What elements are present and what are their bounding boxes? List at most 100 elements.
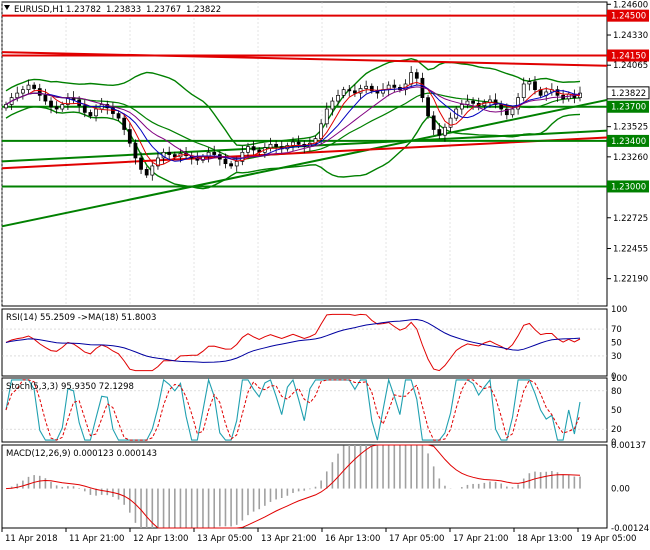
candle-body [443,126,447,136]
candle-body [426,97,430,117]
candle-body [330,100,335,110]
candle-body [274,143,279,147]
candle-body [167,151,172,155]
time-tick-label: 18 Apr 13:00 [517,534,572,544]
candle-body [127,129,132,144]
candle-body [4,104,8,109]
candle-body [465,100,470,105]
candle-body [319,123,324,139]
rsi-panel[interactable]: 100 70 50 30 0 RSI(14) 55.2509 ->MA(18) 51.8… [1,305,627,382]
rsi-tick-label: 50 [611,339,622,349]
candle-body [60,104,65,110]
candle-body [15,92,20,98]
stochastic-panel[interactable]: 100 80 50 20 0 Stoch(5,3,3) 95.9350 72.1298 [1,374,627,448]
candle-body [364,85,369,89]
macd-signal-line [5,444,581,529]
candle-body [499,104,504,110]
price-tick-label: 1.22190 [613,275,648,285]
candle-body [353,90,357,94]
stochastic-panel-frame [1,377,608,443]
ma-medium [5,84,581,162]
rsi-tick-label: 0 [611,372,616,382]
chart-header-open: 1.23782 [66,5,101,15]
candle-body [369,85,374,92]
level-label: 1.23400 [611,137,646,147]
candle-body [521,83,526,98]
candle-body [94,108,98,117]
macd-title: MACD(12,26,9) 0.000123 0.000143 [6,449,157,459]
rsi-tick-label: 70 [611,325,622,335]
rsi-ma-line [5,318,581,363]
dropdown-arrow-icon[interactable] [4,5,10,10]
candle-body [459,104,464,110]
time-tick-label: 19 Apr 05:00 [581,534,636,544]
price-tick-label: 1.22725 [613,214,648,224]
stoch-signal-line [5,379,581,441]
candle-body [437,129,442,136]
trendline-support [1,98,608,228]
chart-header-high: 1.23833 [106,5,141,15]
candle-body [414,72,419,79]
candle-body [324,108,329,125]
level-label: 1.23700 [611,103,646,113]
time-tick-label: 16 Apr 13:00 [325,534,380,544]
stochastic-axis: 100 80 50 20 0 [611,374,627,448]
level-label-bg [607,134,649,147]
candle-body [150,165,155,176]
candle-body [347,89,352,92]
price-tick-label: 1.24600 [613,0,648,10]
candle-body [341,89,346,96]
candle-body [172,154,177,158]
candle-body [156,157,160,167]
candle-body [212,151,217,155]
time-tick-label: 11 Apr 21:00 [69,534,124,544]
candle-body [471,100,475,104]
trendline-resistance [1,51,608,67]
stoch-main-line [5,377,581,441]
ma-slow [5,86,581,161]
candle-body [133,142,138,159]
candle-body [122,117,127,130]
price-tick-label: 1.23260 [613,153,648,163]
candle-body [223,158,228,165]
time-tick-label: 11 Apr 2018 [5,534,58,544]
price-tick-label: 1.22455 [613,245,648,255]
candle-body [291,141,295,146]
macd-panel[interactable]: 0.00137 0.00 -0.00124 MACD(12,26,9) 0.0001… [1,441,649,534]
bollinger-lower [5,105,581,190]
time-axis: 11 Apr 2018 11 Apr 21:00 12 Apr 13:00 13 Ap… [1,528,636,544]
macd-tick-label: 0.00137 [611,441,646,451]
price-tick-label: 1.23525 [613,123,648,133]
current-price-label: 1.23822 [611,89,646,99]
level-label-bg [607,180,649,193]
candle-body [43,95,48,102]
candle-body [144,169,149,176]
chart-header-close: 1.23822 [186,5,221,15]
candle-body [504,108,509,116]
chart-header-low: 1.23767 [146,5,181,15]
rsi-lines [2,313,607,372]
price-panel-frame [1,1,608,307]
candle-body [527,81,532,85]
macd-tick-label: -0.00124 [611,524,649,534]
time-tick-label: 13 Apr 21:00 [261,534,316,544]
level-label: 1.23000 [611,182,646,192]
macd-histogram [5,444,581,529]
rsi-axis: 100 70 50 30 0 [611,305,627,382]
rsi-tick-label: 30 [611,352,622,362]
stoch-tick-label: 0 [611,438,616,448]
level-labels: 1.24500 1.24150 1.23700 1.23400 1.23000 1.238… [606,9,650,193]
candle-body [240,151,245,162]
price-grid [1,2,579,306]
candle-body [116,113,121,119]
candle-body [448,117,453,128]
stoch-tick-label: 80 [611,387,622,397]
candle-body [88,112,93,117]
candle-body [336,95,340,102]
stochastic-lines [2,377,607,441]
candle-body [54,106,59,110]
time-tick-label: 13 Apr 05:00 [197,534,252,544]
ma-fast [5,81,581,166]
price-panel[interactable]: 1.246001.243301.240651.235251.232601.229… [1,0,650,307]
